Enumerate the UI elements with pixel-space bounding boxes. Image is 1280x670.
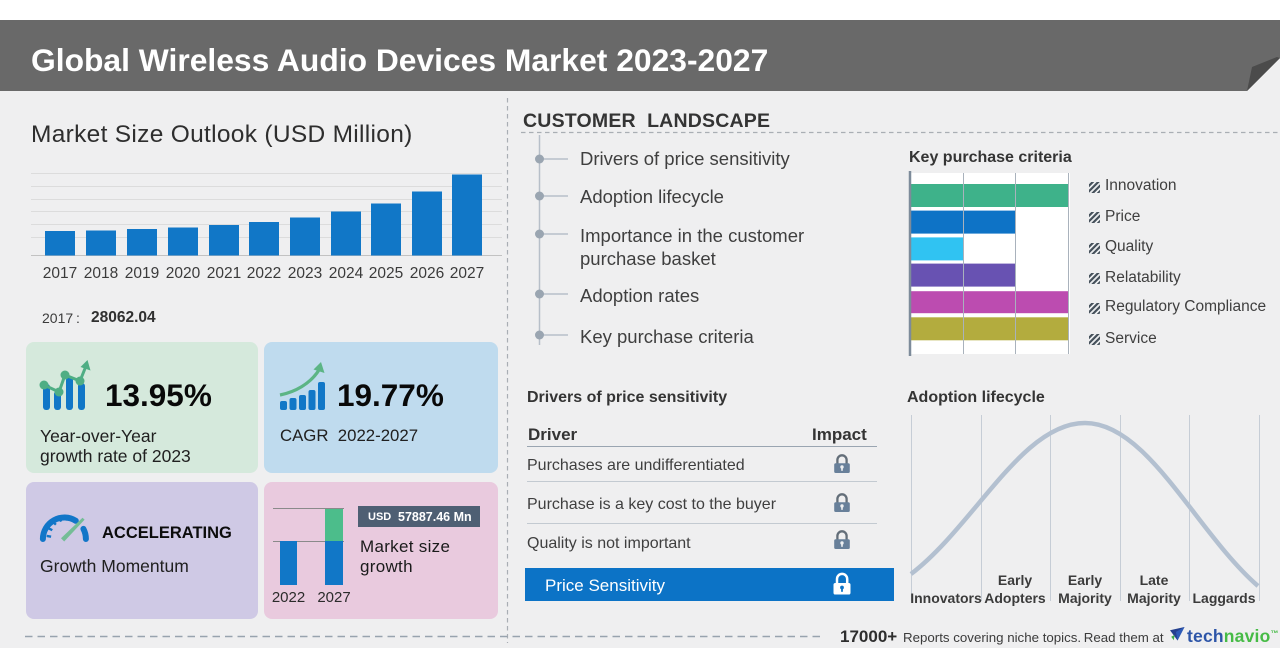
svg-text:2027: 2027	[450, 265, 484, 282]
svg-text:2022: 2022	[247, 265, 281, 282]
svg-text:2020: 2020	[166, 265, 201, 282]
svg-text:2024: 2024	[329, 265, 364, 282]
svg-text:2023: 2023	[288, 265, 322, 282]
svg-text:2021: 2021	[207, 265, 241, 282]
svg-text:2018: 2018	[84, 265, 118, 282]
svg-text:2019: 2019	[125, 265, 159, 282]
svg-text:2017: 2017	[43, 265, 77, 282]
svg-text:2027: 2027	[317, 589, 350, 606]
svg-text:2025: 2025	[369, 265, 403, 282]
svg-text:2022: 2022	[272, 589, 305, 606]
svg-text:2026: 2026	[410, 265, 444, 282]
